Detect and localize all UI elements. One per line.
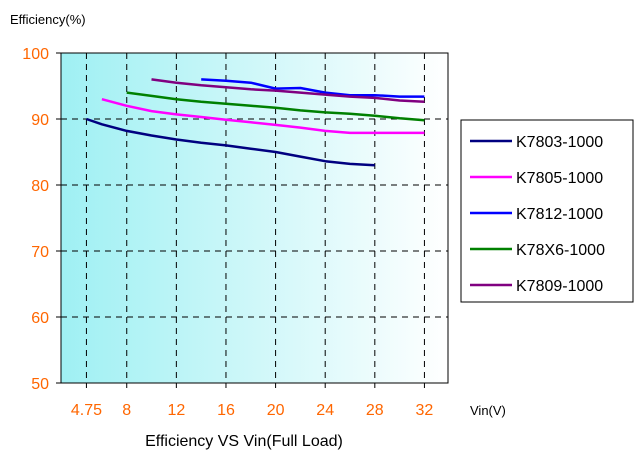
x-tick-label: 24 [316, 402, 334, 419]
legend-label: K7809-1000 [516, 278, 603, 295]
y-tick-label: 90 [31, 112, 49, 129]
x-tick-label: 28 [366, 402, 384, 419]
series-lines [85, 78, 425, 167]
x-tick-label: 4.75 [71, 402, 102, 419]
y-tick-label: 70 [31, 244, 49, 261]
y-tick-label: 50 [31, 376, 49, 393]
series-line [201, 78, 425, 98]
y-tick-label: 80 [31, 178, 49, 195]
series-line [126, 91, 425, 122]
chart-title: Efficiency VS Vin(Full Load) [145, 433, 343, 450]
grid-lines [61, 53, 448, 383]
x-tick-label: 16 [217, 402, 235, 419]
legend-label: K7803-1000 [516, 134, 603, 151]
x-tick-label: 8 [122, 402, 131, 419]
plot-frame [60, 52, 449, 384]
y-tick-label: 100 [22, 46, 49, 63]
y-tick-labels: 50 60 70 80 90 100 [22, 46, 61, 393]
series-line [151, 78, 425, 104]
y-axis-title: Efficiency(%) [10, 12, 86, 27]
legend-box [460, 119, 634, 303]
x-tick-label: 20 [267, 402, 285, 419]
series-line [101, 97, 425, 135]
plot-background [61, 53, 448, 383]
legend: K7803-1000 K7805-1000 K7812-1000 K78X6-1000… [470, 134, 605, 295]
x-axis-title: Vin(V) [470, 403, 506, 418]
x-tick-label: 32 [416, 402, 434, 419]
x-tick-label: 12 [167, 402, 185, 419]
legend-label: K78X6-1000 [516, 242, 605, 259]
y-tick-label: 60 [31, 310, 49, 327]
legend-label: K7812-1000 [516, 206, 603, 223]
legend-label: K7805-1000 [516, 170, 603, 187]
series-line [85, 117, 375, 167]
x-tick-labels: 4.75 8 12 16 20 24 28 32 [71, 383, 434, 419]
